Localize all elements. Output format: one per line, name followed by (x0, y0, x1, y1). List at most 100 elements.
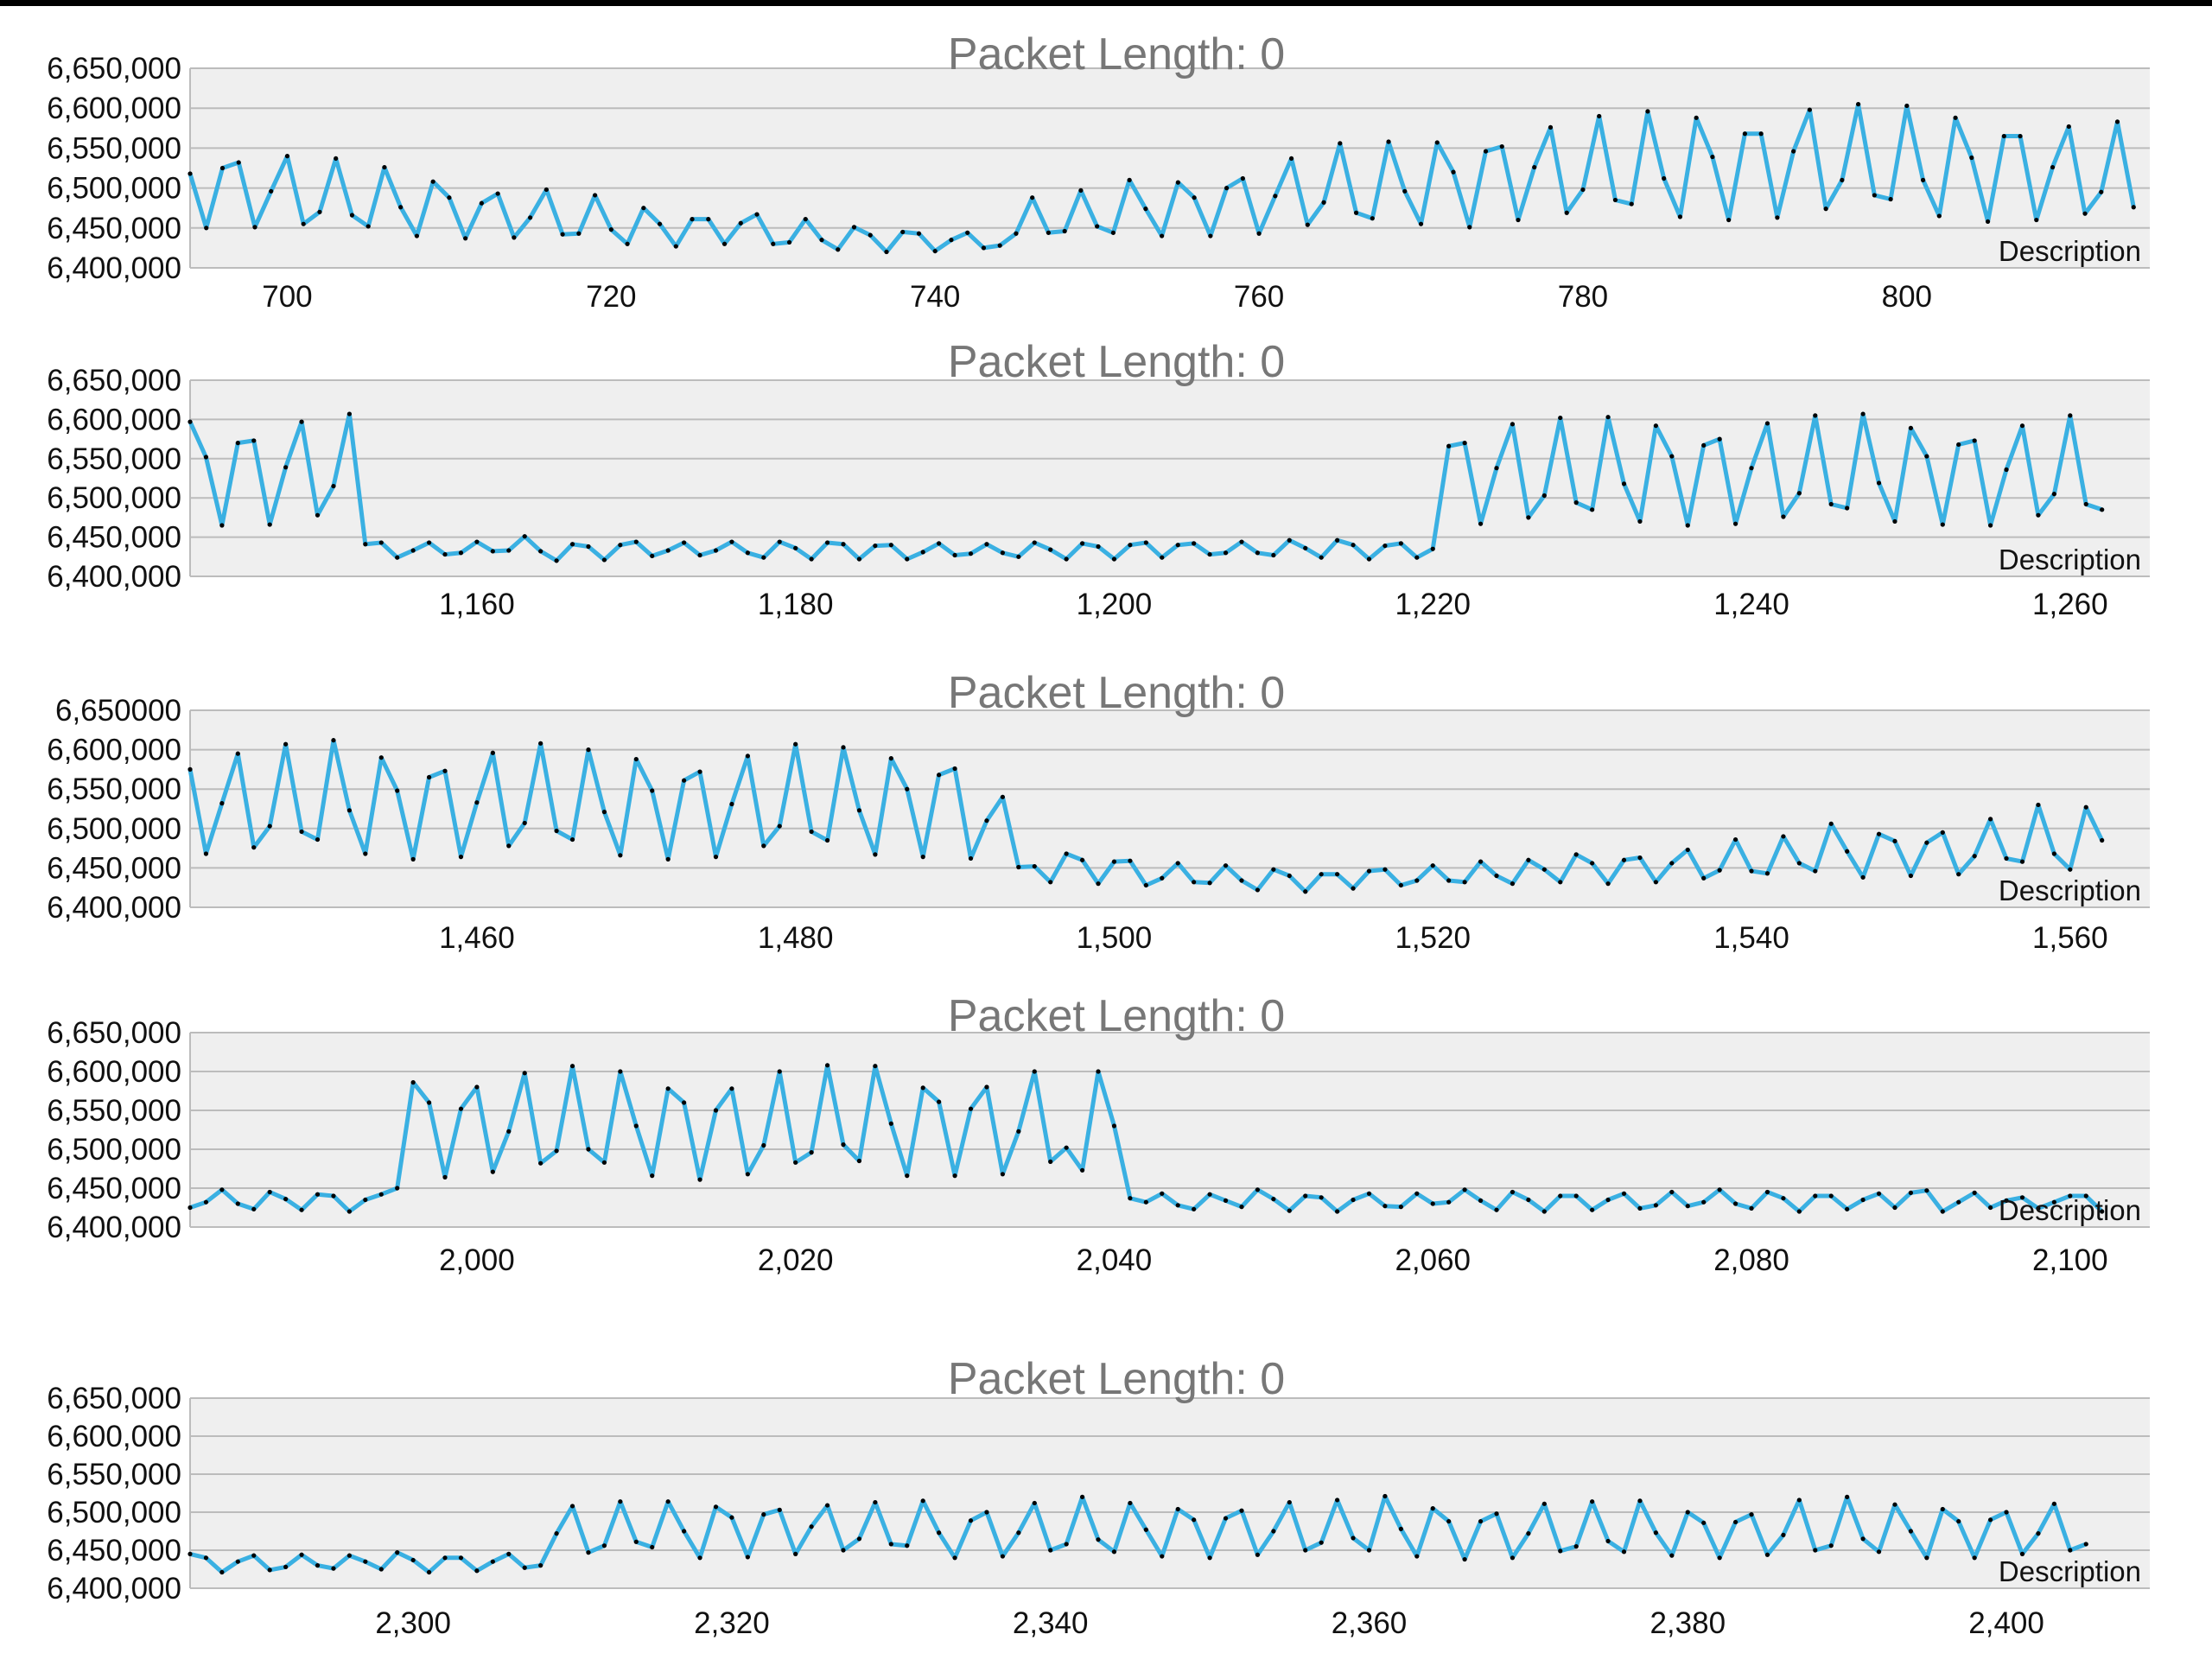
data-point (641, 206, 646, 211)
y-tick-label: 6,650,000 (47, 52, 181, 86)
data-point (331, 1193, 336, 1199)
data-point (745, 754, 750, 759)
data-point (1573, 1544, 1579, 1549)
y-tick-label: 6,600,000 (47, 734, 181, 767)
data-point (665, 1086, 671, 1091)
data-point (1223, 1516, 1229, 1521)
data-point (856, 556, 862, 562)
data-point (1845, 506, 1850, 511)
data-point (2082, 211, 2088, 216)
data-point (522, 1565, 527, 1570)
data-point (1414, 1554, 1420, 1559)
data-point (1590, 507, 1595, 512)
x-tick-label: 2,020 (758, 1243, 834, 1277)
data-point (315, 1563, 321, 1568)
x-tick-label: 1,220 (1395, 588, 1471, 621)
data-point (1111, 1123, 1117, 1129)
data-point (378, 1567, 384, 1572)
x-tick-label: 1,560 (2032, 921, 2108, 955)
data-point (1669, 454, 1675, 459)
data-point (1726, 217, 1732, 223)
data-point (809, 1150, 814, 1155)
data-point (1969, 155, 1974, 161)
data-point (984, 1510, 989, 1515)
data-point (1079, 857, 1085, 862)
data-point (1467, 225, 1472, 230)
data-point (1813, 1548, 1818, 1553)
data-point (1239, 1508, 1244, 1513)
data-point (1653, 1530, 1658, 1536)
data-point (1516, 217, 1521, 223)
data-point (2083, 1542, 2088, 1547)
data-point (824, 1063, 830, 1068)
data-point (474, 539, 480, 544)
chart-panel-5: 6,400,000 6,450,000 6,500,000 6,550,000 6,60… (0, 1334, 2178, 1666)
data-point (745, 1555, 750, 1560)
x-tick-label: 2,080 (1713, 1243, 1789, 1277)
data-point (984, 818, 989, 823)
y-tick-label: 6,500,000 (47, 481, 181, 515)
data-point (538, 741, 543, 746)
data-point (1717, 868, 1722, 873)
data-point (188, 1551, 193, 1556)
data-point (1677, 214, 1683, 219)
data-point (1192, 195, 1197, 200)
data-point (1956, 1518, 1961, 1524)
data-point (1366, 556, 1372, 562)
data-point (937, 1530, 942, 1536)
data-point (2036, 1531, 2041, 1536)
data-point (1255, 887, 1261, 893)
line-chart: 6,400,000 6,450,000 6,500,000 6,550,000 6,60… (47, 1354, 2150, 1640)
data-point (1685, 1510, 1690, 1515)
x-tick-label: 2,380 (1649, 1606, 1726, 1640)
data-point (1629, 201, 1634, 207)
data-point (1781, 834, 1786, 839)
data-point (984, 542, 989, 547)
data-point (1828, 1543, 1834, 1548)
data-point (458, 1106, 464, 1111)
data-point (1430, 863, 1435, 868)
y-tick-label: 6,600,000 (47, 403, 181, 436)
data-point (1062, 228, 1067, 234)
y-tick-label: 6,400,000 (47, 251, 181, 285)
y-tick-label: 6,650000 (55, 694, 181, 728)
data-point (2083, 804, 2088, 810)
data-point (554, 828, 559, 834)
data-point (981, 245, 987, 251)
data-point (219, 1187, 225, 1192)
x-tick-label: 1,160 (439, 588, 515, 621)
data-point (1160, 1191, 1165, 1196)
data-point (657, 221, 663, 226)
x-tick-label: 740 (910, 280, 960, 314)
data-point (1892, 838, 1897, 843)
data-point (1988, 817, 1993, 822)
data-point (203, 851, 209, 856)
data-point (920, 550, 925, 555)
data-point (203, 1199, 209, 1205)
x-tick-label: 2,100 (2032, 1243, 2108, 1277)
data-point (1972, 438, 1977, 443)
data-point (1303, 545, 1308, 550)
data-point (1402, 188, 1408, 194)
data-point (984, 1084, 989, 1090)
data-point (633, 756, 639, 762)
data-point (713, 548, 719, 553)
data-point (1256, 231, 1262, 236)
data-point (2004, 467, 2009, 473)
data-point (1462, 441, 1467, 446)
data-point (824, 540, 830, 545)
data-point (618, 543, 623, 548)
data-point (1351, 543, 1356, 548)
data-point (1175, 1203, 1180, 1208)
data-point (1096, 1537, 1101, 1542)
data-point (1860, 1197, 1866, 1203)
data-point (569, 836, 575, 843)
data-point (1079, 1167, 1085, 1173)
data-point (1749, 466, 1754, 471)
data-point (251, 845, 257, 850)
data-point (1223, 863, 1229, 868)
data-point (334, 156, 339, 162)
data-point (1924, 1555, 1929, 1561)
data-point (349, 213, 355, 218)
data-point (219, 165, 226, 171)
